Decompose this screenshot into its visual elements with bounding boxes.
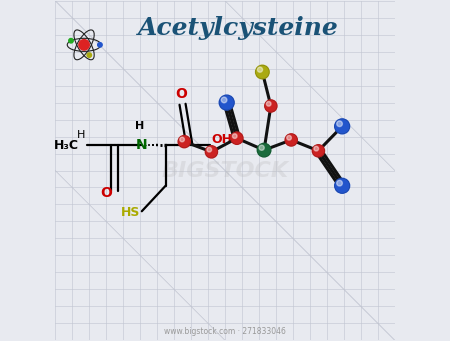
Circle shape — [314, 146, 319, 151]
Text: H: H — [135, 121, 145, 131]
Circle shape — [256, 65, 269, 79]
Circle shape — [178, 135, 190, 148]
Text: OH: OH — [212, 133, 232, 146]
Circle shape — [265, 100, 277, 112]
Text: BIGSTOCK: BIGSTOCK — [162, 161, 288, 180]
Circle shape — [180, 137, 184, 142]
Circle shape — [205, 146, 217, 158]
Circle shape — [335, 119, 350, 134]
Circle shape — [312, 145, 324, 157]
Text: N: N — [136, 138, 148, 152]
Circle shape — [337, 180, 342, 186]
Circle shape — [87, 53, 91, 57]
Circle shape — [259, 145, 264, 150]
Text: H: H — [76, 130, 85, 140]
Circle shape — [337, 121, 342, 127]
Circle shape — [231, 132, 243, 144]
Text: O: O — [175, 87, 187, 101]
Text: O: O — [100, 186, 112, 199]
Circle shape — [79, 40, 89, 50]
Circle shape — [219, 95, 234, 110]
Text: www.bigstock.com · 271833046: www.bigstock.com · 271833046 — [164, 327, 286, 336]
Circle shape — [232, 134, 237, 138]
Circle shape — [69, 39, 73, 43]
Circle shape — [285, 134, 297, 146]
Text: Acetylcysteine: Acetylcysteine — [138, 16, 339, 40]
Circle shape — [207, 147, 211, 152]
Circle shape — [221, 97, 227, 103]
Circle shape — [335, 178, 350, 193]
Circle shape — [257, 67, 262, 72]
Text: HS: HS — [121, 206, 140, 220]
Circle shape — [266, 102, 271, 106]
Circle shape — [98, 43, 102, 47]
Circle shape — [287, 135, 292, 140]
Circle shape — [257, 143, 271, 157]
Text: H₃C: H₃C — [54, 138, 79, 151]
